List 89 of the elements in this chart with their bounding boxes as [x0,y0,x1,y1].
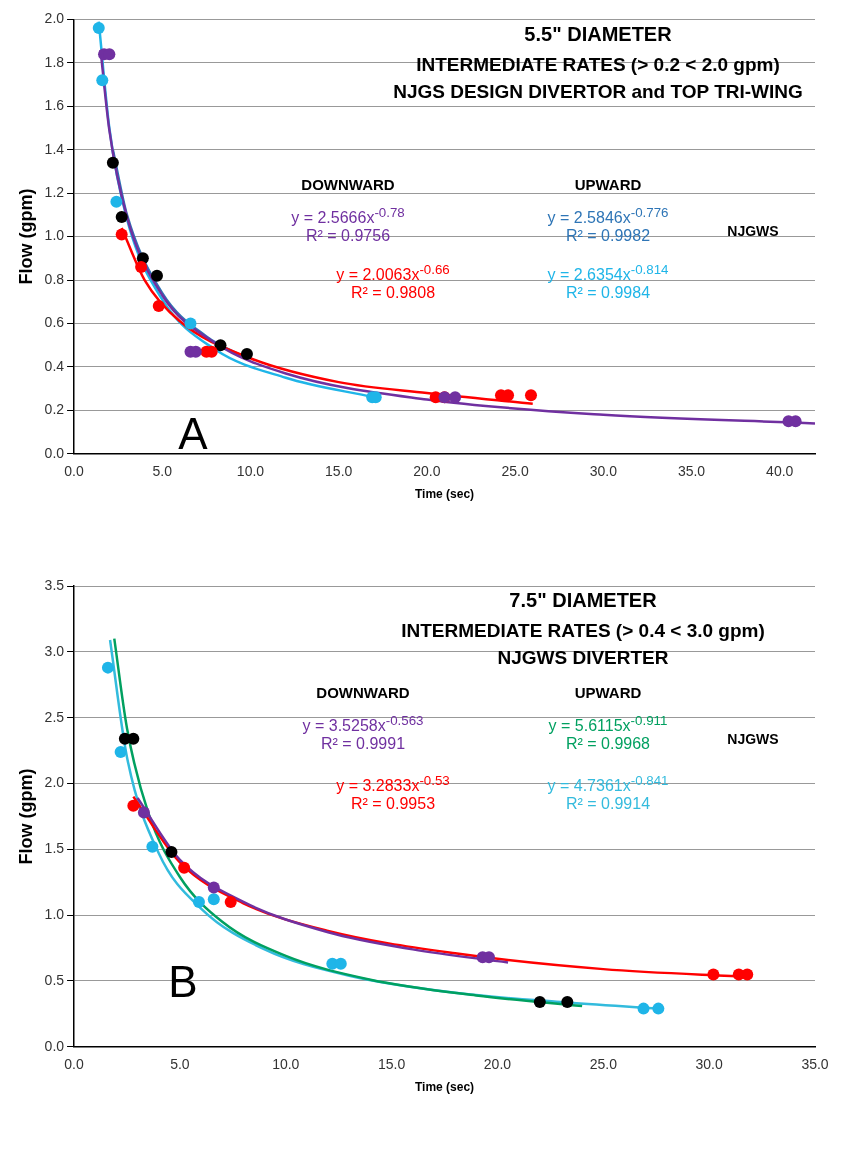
x-axis-title: Time (sec) [414,1080,475,1095]
annotation: B [168,956,198,1008]
y-tick-label: 1.0 [44,227,65,244]
y-axis-title: Flow (gpm) [15,768,36,865]
point [707,968,720,981]
point [115,211,128,224]
point [92,22,105,35]
point [652,1002,665,1015]
y-tick-label: 1.5 [44,840,65,857]
text: y = 3.5258x$^{-0.563}$ R² = 0.9991 [302,713,424,753]
y-tick-label: 1.6 [44,97,65,114]
point [135,261,148,274]
y-tick-label: 2.0 [44,10,65,27]
x-tick-label: 0.0 [64,463,84,480]
point [184,317,197,330]
y-tick-label: 0.4 [44,357,65,374]
x-tick-label: 20.0 [483,1056,512,1073]
x-tick-label: 25.0 [589,1056,618,1073]
x-axis-title: Time (sec) [414,487,475,502]
point [114,745,127,758]
y-tick-label: 1.2 [44,184,65,201]
point [110,195,123,208]
point [150,269,163,282]
point [561,996,574,1009]
text: INTERMEDIATE RATES (> 0.2 < 2.0 gpm) NJGS DESIGN DIVERTOR and TOP TRI-WING [393,53,803,104]
y-tick-label: 0.8 [44,270,65,287]
chart-title: 5.5" DIAMETER [524,22,672,46]
point [240,347,253,360]
chart-title: 7.5" DIAMETER [509,588,657,612]
text: y = 2.0063x$^{-0.66}$ R² = 0.9808 [336,262,450,302]
annotation: NJGWS [727,731,779,748]
text: y = 3.2833x$^{-0.53}$ R² = 0.9953 [336,773,450,813]
point [127,799,140,812]
point [106,156,119,169]
y-tick-label: 3.5 [44,576,65,593]
x-tick-label: 35.0 [677,463,706,480]
annotation: UPWARD [574,176,642,194]
x-tick-label: 30.0 [695,1056,723,1073]
annotation: DOWNWARD [301,176,395,194]
point [524,389,537,402]
point [533,996,546,1009]
x-tick-label: 10.0 [272,1056,300,1073]
annotation: NJGWS [727,223,779,240]
x-tick-label: 0.0 [64,1056,84,1073]
y-tick-label: 1.8 [44,53,65,70]
point [165,845,178,858]
y-tick-label: 3.0 [44,642,65,659]
text: y = 2.5666x$^{-0.78}$ R² = 0.9756 [291,205,405,245]
x-tick-label: 25.0 [501,463,529,480]
text: y = 2.5846x$^{-0.776}$ R² = 0.9982 [547,205,669,245]
y-tick-label: 0.5 [44,971,65,988]
x-tick-label: 15.0 [377,1056,406,1073]
text: y = 2.6354x$^{-0.814}$ R² = 0.9984 [547,262,669,302]
y-tick-label: 0.0 [44,444,65,461]
point [137,806,150,819]
y-tick-label: 0.2 [44,401,65,418]
x-tick-label: 5.0 [170,1056,190,1073]
text: INTERMEDIATE RATES (> 0.4 < 3.0 gpm) NJGWS DIVERTER [401,619,765,670]
point [192,895,205,908]
x-tick-label: 20.0 [413,463,441,480]
point [214,339,227,352]
point [207,893,220,906]
point [178,861,191,874]
point [96,74,109,87]
y-tick-label: 1.4 [44,140,65,157]
annotation: A [178,408,208,460]
point [224,895,237,908]
y-tick-label: 0.6 [44,314,65,331]
point [637,1002,650,1015]
x-tick-label: 10.0 [236,463,265,480]
x-tick-label: 30.0 [589,463,618,480]
point [207,881,220,894]
point [146,840,159,853]
text: y = 4.7361x$^{-0.841}$ R² = 0.9914 [547,773,669,813]
point [101,661,114,674]
annotation: UPWARD [574,684,642,702]
y-tick-label: 1.0 [44,906,65,922]
point [152,300,165,313]
text: y = 5.6115x$^{-0.911}$ R² = 0.9968 [548,713,668,753]
x-tick-label: 40.0 [766,463,794,480]
x-tick-label: 35.0 [801,1056,829,1073]
y-tick-label: 0.0 [44,1037,65,1054]
x-tick-label: 15.0 [325,463,353,480]
y-tick-label: 2.5 [44,708,65,725]
x-tick-label: 5.0 [152,463,173,480]
point [115,228,128,241]
y-axis-title: Flow (gpm) [15,188,36,285]
y-tick-label: 2.0 [44,774,65,791]
annotation: DOWNWARD [316,684,410,702]
